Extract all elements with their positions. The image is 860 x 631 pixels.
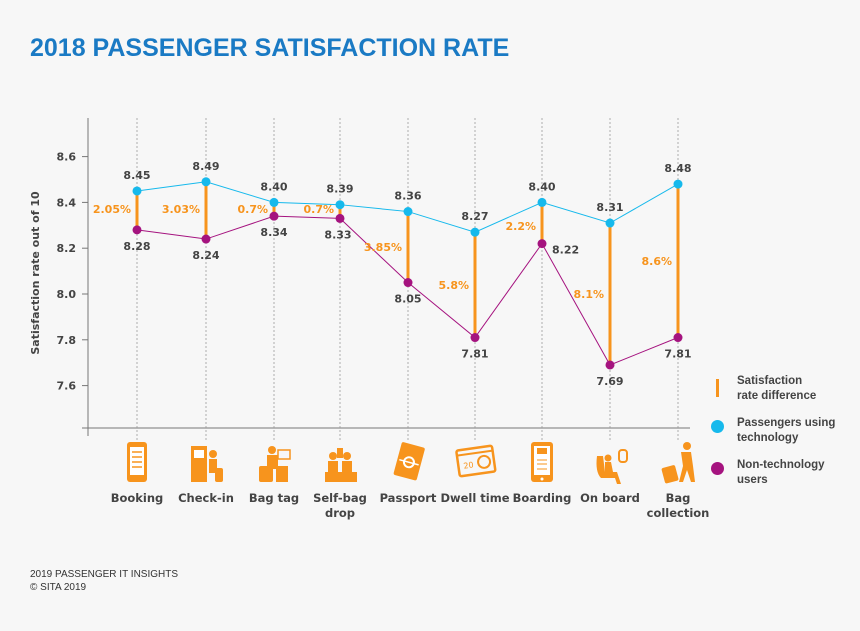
boarding-pass-phone-icon [531,442,553,482]
tech-dot-icon [711,420,724,433]
y-tick-label: 8.6 [57,151,77,164]
passport-icon [393,442,425,481]
non-tech-value-label: 8.24 [192,249,219,262]
y-tick-label: 7.6 [57,380,77,393]
category-label: On board [580,491,640,505]
chart-title: 2018 PASSENGER SATISFACTION RATE [30,34,510,62]
tech-value-label: 8.36 [394,190,421,203]
non-tech-point [201,234,211,244]
non-tech-value-label: 7.69 [596,375,623,388]
smartphone-icon [127,442,147,482]
category-label: Self-bag drop [313,491,367,520]
non-tech-value-label: 7.81 [461,348,488,361]
tech-value-label: 8.31 [596,201,623,214]
tech-value-label: 8.39 [326,183,353,196]
non-tech-value-label: 8.22 [552,244,579,257]
tech-value-label: 8.40 [528,180,555,193]
non-tech-point [269,211,279,221]
category-label: Passport [380,491,437,505]
svg-text:20: 20 [463,460,474,470]
non-tech-point [470,333,480,343]
non-tech-value-label: 8.34 [260,226,287,239]
difference-label: 8.6% [641,255,672,268]
tech-value-label: 8.45 [123,169,150,182]
difference-bar-icon [716,379,719,397]
y-tick-label: 8.0 [57,288,77,301]
non-tech-value-label: 8.33 [324,228,351,241]
category-label: Dwell time [440,491,509,505]
footer-copyright: © SITA 2019 [30,582,87,593]
category-label: Bag tag [249,491,299,505]
difference-label: 0.7% [237,203,268,216]
check-in-kiosk-icon [191,446,223,482]
non-tech-point [335,213,345,223]
tech-value-label: 8.27 [461,210,488,223]
dwell-time-clock-icon: 20 [455,444,497,478]
self-bag-drop-icon [325,448,357,482]
non-tech-point [403,278,413,288]
on-board-seat-icon [596,449,628,484]
category-label: Booking [111,491,164,505]
tech-point [335,200,345,210]
non-tech-point [132,225,142,235]
non-tech-dot-icon [711,462,724,475]
tech-point [537,197,547,207]
difference-label: 0.7% [303,203,334,216]
non-tech-value-label: 8.28 [123,240,150,253]
non-tech-point [605,360,615,370]
difference-label: 2.05% [93,203,131,216]
difference-label: 2.2% [505,220,536,233]
difference-label: 8.1% [573,288,604,301]
tech-point [403,207,413,217]
tech-value-label: 8.49 [192,160,219,173]
footer-source: 2019 PASSENGER IT INSIGHTS [30,569,179,580]
category-label: Boarding [513,491,572,505]
tech-point [201,177,211,187]
legend-tech-label: Passengers using technology [737,417,836,444]
y-tick-label: 7.8 [57,334,77,347]
tech-point [132,186,142,196]
tech-point [605,218,615,228]
tech-value-label: 8.40 [260,180,287,193]
difference-label: 3.03% [162,203,200,216]
non-tech-point [537,239,547,249]
bag-collection-icon [661,442,695,484]
tech-point [673,179,683,189]
tech-point [269,197,279,207]
difference-label: 3.85% [364,241,402,254]
legend-difference-label: Satisfaction rate difference [737,375,817,402]
category-label: Check-in [178,491,234,505]
tech-value-label: 8.48 [664,162,691,175]
tech-point [470,227,480,237]
category-label: Bag collection [647,491,710,520]
difference-label: 5.8% [438,279,469,292]
non-tech-value-label: 7.81 [664,348,691,361]
y-tick-label: 8.2 [57,242,77,255]
non-tech-value-label: 8.05 [394,293,421,306]
legend-non-tech-label: Non-technology users [737,459,825,486]
bag-tag-icon [259,446,291,482]
non-tech-point [673,333,683,343]
y-axis-label: Satisfaction rate out of 10 [29,191,42,355]
y-tick-label: 8.4 [57,196,77,209]
